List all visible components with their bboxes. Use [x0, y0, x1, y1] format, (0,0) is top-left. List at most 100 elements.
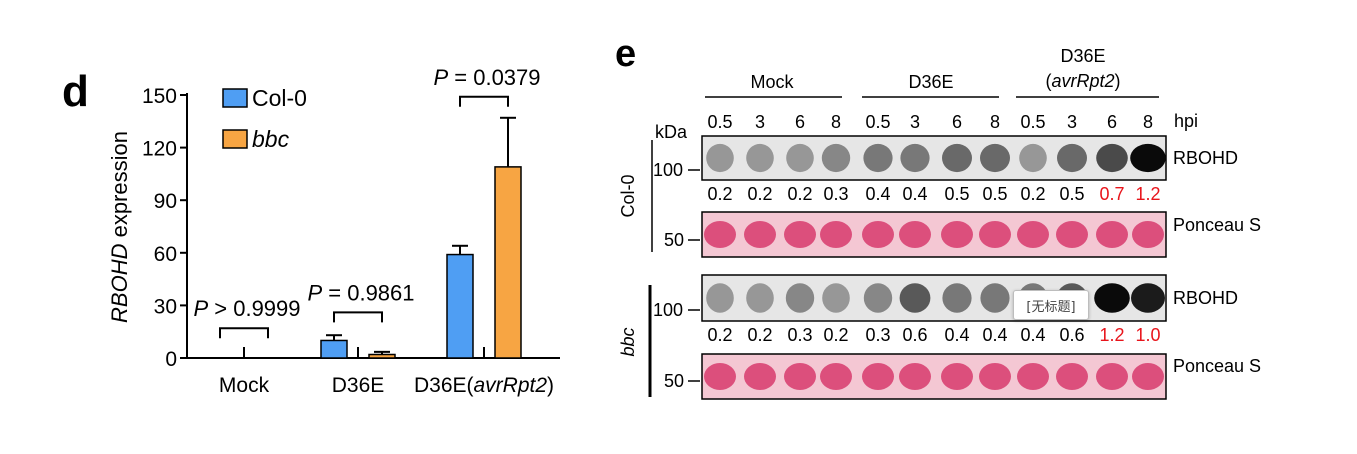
ponceau-band	[899, 221, 931, 248]
y-axis-label: RBOHD expression	[107, 131, 132, 323]
ponceau-band	[1017, 221, 1049, 248]
p-value-text: = 0.9861	[322, 280, 414, 305]
rbohd-band	[899, 283, 931, 313]
panel-d: d RBOHD expression 0 30 60 90 120 150 Mock D36E…	[62, 65, 560, 397]
y-tick-label: 30	[154, 295, 177, 318]
timepoint-label: 8	[831, 112, 841, 132]
timepoint-label: 6	[795, 112, 805, 132]
timepoint-label: 6	[1107, 112, 1117, 132]
ponceau-band	[744, 363, 776, 390]
rbohd-band	[900, 143, 930, 173]
y-tick-label: 90	[154, 190, 177, 213]
p-symbol: P	[433, 65, 448, 90]
group-label-d36e: D36E	[908, 72, 953, 92]
ponceau-band	[979, 221, 1011, 248]
p-value-label: P = 0.9861	[307, 280, 414, 305]
blot-bbc-ponceau	[701, 353, 1167, 400]
y-tick-label: 0	[165, 348, 177, 371]
hpi-label: hpi	[1174, 111, 1198, 131]
densitometry-value: 0.3	[787, 325, 812, 345]
densitometry-value: 1.2	[1135, 184, 1160, 204]
densitometry-value: 0.4	[982, 325, 1007, 345]
x-tick-label: D36E	[332, 374, 385, 397]
group-label-d36e-avrrpt2: D36E	[1060, 46, 1105, 66]
mw-100-col0: 100	[653, 160, 683, 180]
ponceau-membrane	[701, 211, 1167, 258]
densitometry-value: 0.2	[747, 184, 772, 204]
x-tick-label-main: D36E	[332, 374, 385, 397]
ponceau-band	[979, 363, 1011, 390]
rbohd-band	[1057, 143, 1087, 173]
blot-bbc-rbohd	[701, 274, 1167, 322]
rbohd-band	[746, 143, 774, 173]
ponceau-membrane	[701, 353, 1167, 400]
densitometry-value: 0.5	[982, 184, 1007, 204]
blot-col0-ponceau	[701, 211, 1167, 258]
x-tick-label-paren-close: )	[547, 374, 554, 397]
ponceau-band	[862, 221, 894, 248]
densitometry-value: 0.5	[1059, 184, 1084, 204]
densitometry-value: 0.2	[787, 184, 812, 204]
x-tick-label-gene: avrRpt2	[474, 374, 548, 397]
densitometry-value: 0.4	[902, 184, 927, 204]
panel-d-letter: d	[62, 67, 89, 116]
legend-swatch-bbc	[222, 129, 248, 149]
bar-bbc	[494, 166, 522, 359]
group-label-avrrpt2: (avrRpt2)	[1045, 71, 1120, 91]
significance-bracket	[333, 311, 383, 323]
group-label-avrrpt2-gene: avrRpt2	[1051, 71, 1114, 91]
densitometry-value: 0.6	[902, 325, 927, 345]
densitometry-value: 1.2	[1099, 325, 1124, 345]
densitometry-value: 0.4	[1020, 325, 1045, 345]
significance-bracket	[219, 327, 269, 339]
ponceau-band	[704, 363, 736, 390]
bar-col0	[446, 253, 474, 359]
rbohd-band	[786, 143, 814, 173]
ponceau-band	[862, 363, 894, 390]
ponceau-label-bbc: Ponceau S	[1173, 356, 1261, 376]
ponceau-band	[1132, 363, 1164, 390]
kda-label: kDa	[655, 122, 688, 142]
timepoint-label: 8	[1143, 112, 1153, 132]
timepoint-label: 0.5	[707, 112, 732, 132]
rbohd-band	[1094, 283, 1130, 313]
legend: Col-0 bbc	[222, 85, 307, 152]
densitometry-values: 0.2 0.2 0.2 0.3 0.4 0.4 0.5 0.5 0.2 0.5 0.7 1.2 0.2 0…	[707, 184, 1160, 345]
p-symbol: P	[307, 280, 322, 305]
genotype-label-bbc: bbc	[618, 327, 638, 356]
mw-50-col0: 50	[664, 230, 684, 250]
x-tick-label-main: Mock	[219, 374, 270, 397]
genotype-label-col0: Col-0	[618, 174, 638, 217]
ponceau-band	[820, 363, 852, 390]
densitometry-value: 0.2	[747, 325, 772, 345]
rbohd-band	[863, 143, 893, 173]
legend-label-bbc: bbc	[252, 126, 290, 152]
densitometry-value: 1.0	[1135, 325, 1160, 345]
ponceau-label-col0: Ponceau S	[1173, 215, 1261, 235]
ponceau-band	[941, 363, 973, 390]
ponceau-band	[1096, 221, 1128, 248]
timepoint-label: 3	[910, 112, 920, 132]
x-tick-label-main: D36E	[414, 374, 467, 397]
ponceau-band	[784, 221, 816, 248]
x-tick-label: D36E(avrRpt2)	[414, 374, 554, 397]
panel-e-letter: e	[615, 33, 636, 75]
timepoint-labels: 0.5 3 6 8 0.5 3 6 8 0.5 3 6 8	[707, 112, 1153, 132]
y-tick-label: 150	[142, 85, 177, 108]
rbohd-band	[821, 143, 851, 173]
x-tick-label: Mock	[219, 374, 270, 397]
timepoint-label: 0.5	[865, 112, 890, 132]
y-axis-label-rest: expression	[107, 131, 132, 244]
y-tick-label: 120	[142, 138, 177, 161]
rbohd-band	[980, 283, 1010, 313]
panel-e: e Mock D36E D36E (avrRpt2) 0.5 3 6 8 0.5 3 6 8 0…	[615, 33, 1261, 400]
rbohd-band	[1130, 143, 1166, 173]
legend-label-col0: Col-0	[252, 85, 307, 111]
densitometry-value: 0.2	[707, 325, 732, 345]
p-value-label: P > 0.9999	[193, 296, 300, 321]
rbohd-band	[1019, 143, 1047, 173]
mw-50-bbc: 50	[664, 371, 684, 391]
timepoint-label: 0.5	[1020, 112, 1045, 132]
ponceau-band	[820, 221, 852, 248]
